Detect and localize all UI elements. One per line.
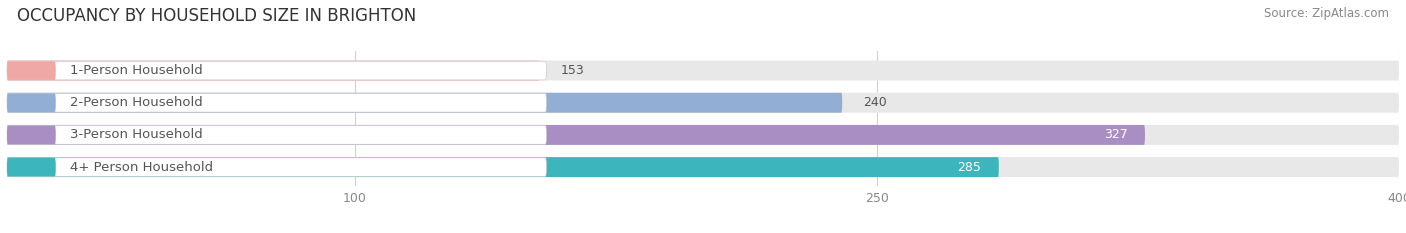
Text: 240: 240 xyxy=(863,96,887,109)
Text: Source: ZipAtlas.com: Source: ZipAtlas.com xyxy=(1264,7,1389,20)
FancyBboxPatch shape xyxy=(7,93,56,112)
Text: 2-Person Household: 2-Person Household xyxy=(70,96,202,109)
FancyBboxPatch shape xyxy=(7,61,547,80)
FancyBboxPatch shape xyxy=(7,125,1144,145)
Text: 3-Person Household: 3-Person Household xyxy=(70,128,202,141)
FancyBboxPatch shape xyxy=(7,93,1399,113)
Text: 1-Person Household: 1-Person Household xyxy=(70,64,202,77)
FancyBboxPatch shape xyxy=(7,61,540,81)
FancyBboxPatch shape xyxy=(7,93,842,113)
FancyBboxPatch shape xyxy=(7,93,547,112)
Text: 4+ Person Household: 4+ Person Household xyxy=(70,161,212,174)
FancyBboxPatch shape xyxy=(7,126,547,144)
FancyBboxPatch shape xyxy=(7,157,1399,177)
FancyBboxPatch shape xyxy=(7,157,998,177)
FancyBboxPatch shape xyxy=(7,61,1399,81)
FancyBboxPatch shape xyxy=(7,61,56,80)
FancyBboxPatch shape xyxy=(7,125,1399,145)
Text: 285: 285 xyxy=(957,161,981,174)
FancyBboxPatch shape xyxy=(7,126,56,144)
Text: OCCUPANCY BY HOUSEHOLD SIZE IN BRIGHTON: OCCUPANCY BY HOUSEHOLD SIZE IN BRIGHTON xyxy=(17,7,416,25)
FancyBboxPatch shape xyxy=(7,158,547,176)
FancyBboxPatch shape xyxy=(7,158,56,176)
Text: 153: 153 xyxy=(561,64,583,77)
Text: 327: 327 xyxy=(1104,128,1128,141)
